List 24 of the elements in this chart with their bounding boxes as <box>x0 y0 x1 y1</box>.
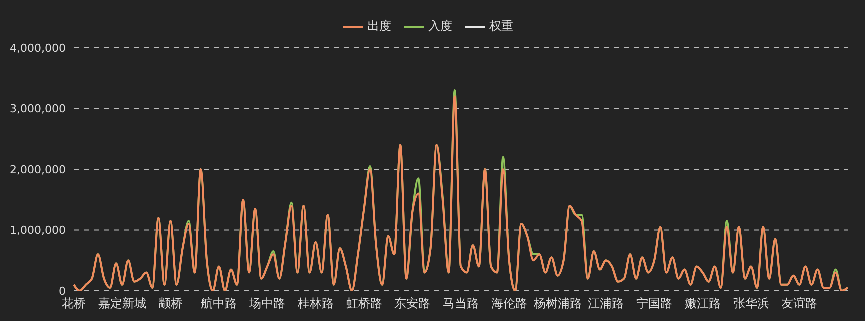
x-tick-label: 颛桥 <box>158 296 183 311</box>
legend-label: 出度 <box>368 18 392 35</box>
x-tick-label: 虹桥路 <box>346 296 382 311</box>
y-tick-label: 4,000,000 <box>10 42 66 55</box>
x-tick-label: 航中路 <box>201 296 238 311</box>
legend-label: 权重 <box>490 18 514 35</box>
y-tick-label: 0 <box>59 284 66 298</box>
x-tick-label: 杨树浦路 <box>532 296 582 311</box>
x-tick-label: 嘉定新城 <box>98 296 146 311</box>
x-tick-label: 张华浜 <box>733 296 770 311</box>
legend-label: 入度 <box>428 18 452 35</box>
x-tick-label: 海伦路 <box>491 296 528 311</box>
x-tick-label: 场中路 <box>248 296 286 311</box>
x-tick-label: 马当路 <box>443 296 479 311</box>
x-tick-label: 江浦路 <box>588 296 624 311</box>
x-tick-label: 友谊路 <box>782 296 818 311</box>
x-tick-label: 东安路 <box>394 296 431 311</box>
x-tick-label: 花桥 <box>62 296 86 311</box>
y-tick-label: 1,000,000 <box>10 224 66 238</box>
x-tick-label: 嫩江路 <box>684 296 721 311</box>
y-tick-label: 3,000,000 <box>10 102 66 116</box>
x-tick-label: 宁国路 <box>636 296 672 311</box>
y-tick-label: 2,000,000 <box>10 163 66 176</box>
x-tick-label: 桂林路 <box>296 296 334 311</box>
